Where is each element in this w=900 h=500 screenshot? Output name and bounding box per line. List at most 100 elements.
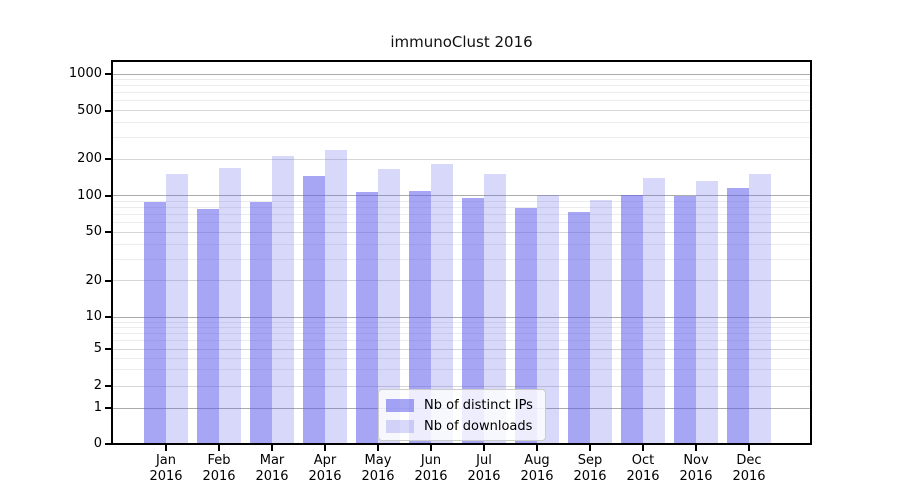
y-tick-label-20: 20 [85, 272, 102, 288]
y-tick-200 [105, 158, 111, 161]
bar-distinct-ips-nov [674, 196, 696, 444]
bar-distinct-ips-jun [409, 190, 431, 444]
legend-item-distinct-ips: Nb of distinct IPs [386, 395, 545, 416]
gridline-minor-900 [112, 79, 811, 81]
chart-title: immunoClust 2016 [390, 33, 533, 51]
gridline-minor-7 [112, 333, 811, 335]
y-axis-line [111, 60, 113, 445]
gridline-minor-4 [112, 357, 811, 359]
y-tick-label-1: 1 [93, 400, 102, 415]
bar-distinct-ips-sep [568, 211, 590, 444]
legend-swatch-downloads [386, 420, 414, 433]
x-tick-label-mar: Mar 2016 [255, 453, 289, 484]
gridline-minor-600 [112, 100, 811, 102]
x-tick-oct [642, 445, 644, 451]
legend-swatch-distinct-ips [386, 399, 414, 412]
gridline-500 [112, 110, 811, 112]
bar-downloads-mar [272, 156, 294, 444]
plot-border-right [810, 60, 812, 445]
x-tick-label-dec: Dec 2016 [732, 453, 766, 484]
x-tick-aug [536, 445, 538, 451]
y-tick-label-500: 500 [77, 102, 102, 118]
y-tick-0 [105, 443, 111, 445]
bar-downloads-jun [431, 163, 453, 444]
gridline-200 [112, 158, 811, 160]
gridline-minor-9 [112, 321, 811, 323]
y-tick-5 [105, 348, 111, 350]
legend-item-downloads: Nb of downloads [386, 416, 545, 437]
x-tick-apr [324, 445, 326, 451]
x-tick-nov [695, 445, 697, 451]
gridline-minor-80 [112, 206, 811, 208]
y-tick-label-50: 50 [85, 224, 102, 240]
gridline-2 [112, 385, 811, 387]
gridline-minor-400 [112, 121, 811, 123]
bar-downloads-feb [219, 167, 241, 444]
x-tick-label-apr: Apr 2016 [308, 453, 342, 484]
x-tick-label-sep: Sep 2016 [573, 453, 607, 484]
bar-downloads-oct [643, 177, 665, 444]
bar-distinct-ips-jan [144, 201, 166, 444]
bar-downloads-jul [484, 174, 506, 444]
y-tick-20 [105, 279, 111, 282]
y-tick-label-0: 0 [93, 436, 102, 451]
plot-border-top [111, 60, 812, 62]
bar-distinct-ips-mar [250, 201, 272, 444]
gridline-minor-90 [112, 200, 811, 202]
y-tick-500 [105, 109, 111, 112]
gridline-minor-300 [112, 137, 811, 139]
y-tick-50 [105, 231, 111, 234]
y-tick-label-200: 200 [77, 151, 102, 167]
y-tick-10 [105, 316, 111, 319]
bar-distinct-ips-dec [727, 188, 749, 444]
x-tick-label-jan: Jan 2016 [149, 453, 183, 484]
gridline-minor-60 [112, 222, 811, 224]
gridline-minor-30 [112, 258, 811, 260]
legend: Nb of distinct IPs Nb of downloads [378, 389, 546, 441]
y-tick-label-10: 10 [85, 309, 102, 325]
bar-downloads-nov [696, 180, 718, 444]
x-axis-line [111, 443, 812, 445]
x-tick-dec [748, 445, 750, 451]
x-tick-label-may: May 2016 [361, 453, 395, 484]
gridline-major-10 [112, 316, 811, 318]
x-tick-sep [589, 445, 591, 451]
y-tick-1000 [105, 73, 111, 75]
y-tick-100 [105, 194, 111, 197]
gridline-major-100 [112, 195, 811, 197]
x-tick-mar [271, 445, 273, 451]
x-tick-label-jun: Jun 2016 [414, 453, 448, 484]
x-tick-label-aug: Aug 2016 [520, 453, 554, 484]
y-tick-label-5: 5 [93, 341, 102, 356]
bar-downloads-apr [325, 150, 347, 444]
legend-label-distinct-ips: Nb of distinct IPs [424, 398, 533, 413]
bar-downloads-jan [166, 174, 188, 444]
x-tick-feb [218, 445, 220, 451]
bar-downloads-sep [590, 199, 612, 444]
x-tick-label-jul: Jul 2016 [467, 453, 501, 484]
bar-downloads-aug [537, 194, 559, 444]
bar-distinct-ips-aug [515, 208, 537, 444]
y-tick-label-100: 100 [77, 187, 102, 203]
plot-area [112, 60, 811, 444]
gridline-minor-6 [112, 340, 811, 342]
gridline-minor-800 [112, 85, 811, 87]
x-tick-label-nov: Nov 2016 [679, 453, 713, 484]
gridline-20 [112, 280, 811, 282]
gridline-major-1000 [112, 73, 811, 75]
bar-distinct-ips-feb [197, 209, 219, 444]
legend-label-downloads: Nb of downloads [424, 419, 533, 434]
x-tick-label-oct: Oct 2016 [626, 453, 660, 484]
gridline-5 [112, 348, 811, 350]
x-tick-jun [430, 445, 432, 451]
x-tick-jul [483, 445, 485, 451]
bar-distinct-ips-apr [303, 176, 325, 444]
x-tick-jan [165, 445, 167, 451]
y-tick-2 [105, 385, 111, 387]
gridline-minor-3 [112, 369, 811, 371]
x-tick-may [377, 445, 379, 451]
gridline-minor-8 [112, 327, 811, 328]
y-tick-1 [105, 407, 111, 409]
bar-downloads-may [378, 169, 400, 444]
